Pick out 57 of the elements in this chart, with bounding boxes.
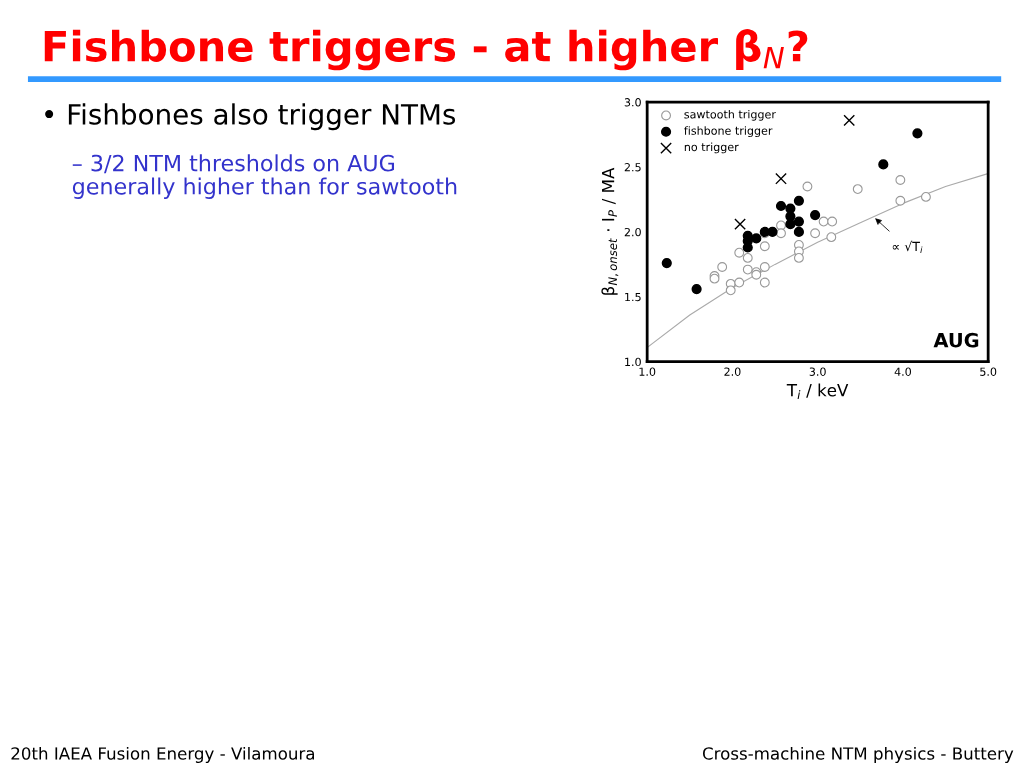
point	[802, 181, 813, 192]
annotation: ∝ √T$_{i}$	[892, 240, 923, 254]
y-tick-label: 2.5	[624, 163, 641, 172]
point	[878, 159, 889, 170]
x-tick-label: 4.0	[894, 367, 912, 376]
x-tick-label: 1.0	[639, 367, 656, 376]
point	[793, 226, 804, 238]
y-tick-label: 3.0	[624, 98, 641, 107]
y-tick-label: 1.5	[625, 292, 641, 302]
annotation: AUG	[933, 332, 979, 348]
point	[734, 277, 745, 288]
point	[717, 262, 728, 272]
point	[751, 233, 762, 244]
point	[793, 216, 804, 227]
x-tick-label: 5.0	[980, 367, 997, 376]
point	[742, 264, 753, 275]
point	[810, 209, 821, 221]
point	[661, 257, 672, 269]
point	[776, 228, 786, 239]
point	[912, 128, 923, 139]
legend-label: sawtooth trigger	[684, 109, 776, 121]
text: 20th IAEA Fusion Energy - Vilamoura	[11, 746, 314, 764]
point	[785, 219, 796, 230]
point	[895, 175, 906, 185]
text: – 3/2 NTM thresholds on AUG generally higher than for sawtooth	[72, 154, 457, 199]
point	[775, 200, 787, 212]
y-tick-label: 1.0	[625, 357, 641, 367]
point	[691, 283, 702, 295]
point	[725, 285, 736, 296]
point	[920, 191, 931, 202]
x-tick-label: 2.0	[724, 367, 741, 376]
x-axis-title: T$_{i}$ / keV	[786, 383, 849, 399]
point	[759, 262, 770, 272]
point	[843, 114, 856, 127]
y-axis-title: β$_{N,onset}$ · I$_{P}$ / MA	[601, 167, 619, 295]
point	[734, 218, 746, 230]
point	[759, 241, 770, 252]
chart-title: Fishbone triggers - at higher β$_{N}$?	[44, 29, 808, 71]
line-series	[647, 172, 989, 349]
point	[759, 277, 770, 288]
point	[775, 172, 787, 185]
point	[793, 195, 804, 206]
point	[742, 252, 753, 263]
point	[852, 184, 863, 195]
point	[827, 216, 838, 227]
text: Cross-machine NTM physics - Buttery	[702, 746, 1014, 764]
point	[767, 226, 778, 238]
point	[895, 195, 906, 206]
x-tick-label: 3.0	[809, 367, 826, 376]
point	[734, 247, 745, 258]
point	[826, 232, 837, 243]
legend-label: no trigger	[684, 142, 739, 154]
legend-label: fishbone trigger	[684, 126, 773, 137]
point	[810, 228, 821, 239]
y-tick-label: 2.0	[624, 227, 641, 237]
point	[793, 252, 804, 263]
text: • Fishbones also trigger NTMs	[45, 103, 456, 131]
